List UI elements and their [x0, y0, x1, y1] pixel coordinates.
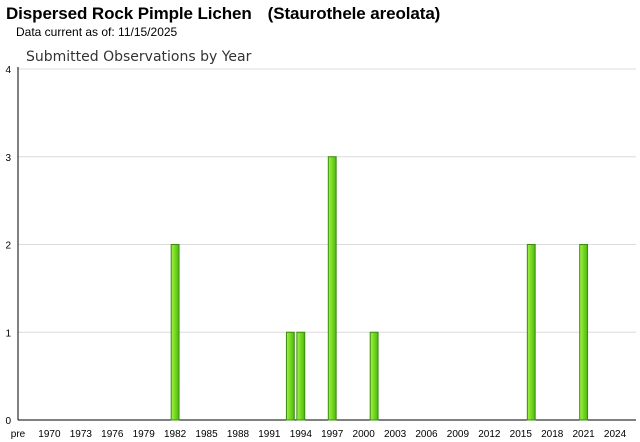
x-tick-label: 2021: [573, 429, 596, 440]
y-tick-label: 2: [5, 241, 11, 252]
page-header: Dispersed Rock Pimple Lichen (Staurothele…: [6, 4, 440, 39]
x-tick-label: 2024: [604, 429, 627, 440]
x-tick-label: 2000: [353, 429, 376, 440]
bar-1997: [327, 156, 337, 421]
bar-2016: [526, 244, 536, 421]
bar-1994: [296, 331, 306, 421]
x-tick-label: 2012: [478, 429, 501, 440]
x-tick-label: 1994: [290, 429, 313, 440]
x-tick-label: 2015: [510, 429, 533, 440]
x-tick-label: 1976: [101, 429, 124, 440]
y-tick-label: 3: [5, 153, 11, 164]
bar-1982: [170, 244, 180, 421]
bar-2021: [579, 244, 589, 421]
x-tick-label: 1985: [195, 429, 218, 440]
bar-2001: [369, 331, 379, 421]
x-tick-label: 1970: [38, 429, 61, 440]
scientific-name: (Staurothele areolata): [267, 4, 441, 23]
x-tick-label: 1988: [227, 429, 250, 440]
data-current-note: Data current as of: 11/15/2025: [16, 25, 178, 39]
x-tick-label: 1982: [164, 429, 187, 440]
x-tick-label: 2018: [541, 429, 564, 440]
species-title: Dispersed Rock Pimple Lichen (Staurothele…: [6, 4, 440, 24]
common-name: Dispersed Rock Pimple Lichen: [6, 4, 252, 23]
y-tick-label: 1: [5, 328, 11, 339]
x-tick-label: 1973: [70, 429, 93, 440]
bar-1993: [285, 331, 295, 421]
x-tick-label: 2003: [384, 429, 407, 440]
x-tick-label: 2006: [415, 429, 438, 440]
chart-title: Submitted Observations by Year: [26, 49, 252, 65]
x-tick-label: 2009: [447, 429, 470, 440]
x-tick-label: 1997: [321, 429, 344, 440]
x-tick-label: pre: [11, 429, 26, 440]
y-tick-label: 0: [5, 416, 11, 427]
x-tick-label: 1979: [133, 429, 156, 440]
y-tick-label: 4: [5, 65, 11, 76]
x-tick-label: 1991: [258, 429, 281, 440]
